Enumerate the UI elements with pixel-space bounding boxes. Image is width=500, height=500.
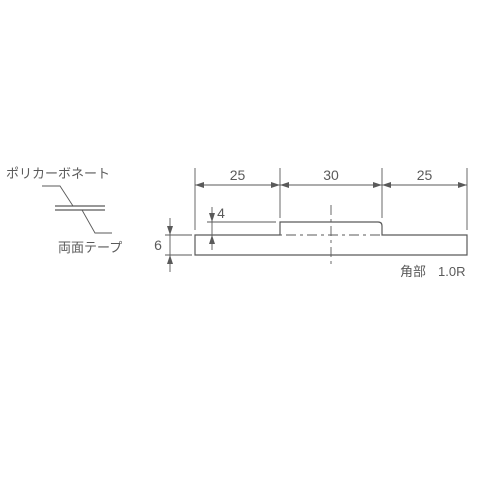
- arrowhead: [167, 255, 173, 264]
- legend-symbol: [42, 186, 112, 233]
- dim-seg1: 25: [230, 167, 246, 183]
- arrowhead: [382, 182, 391, 188]
- dim-seg2: 30: [323, 167, 339, 183]
- dim-step-height: 4: [217, 205, 225, 221]
- legend-leader-bottom: [82, 210, 112, 233]
- legend-label-top: ポリカーボネート: [6, 166, 110, 181]
- dim-thickness: 6: [154, 237, 162, 253]
- step-height-dim: 4: [207, 205, 276, 250]
- arrowhead: [458, 182, 467, 188]
- arrowhead: [195, 182, 204, 188]
- arrowhead: [280, 182, 289, 188]
- arrowhead: [209, 213, 215, 222]
- legend-leader-top: [42, 186, 73, 206]
- thickness-dim: 6: [154, 218, 192, 272]
- dim-seg3: 25: [417, 167, 433, 183]
- corner-note-prefix: 角部: [400, 264, 426, 279]
- technical-drawing: ポリカーボネート 両面テープ 25 30 25: [0, 0, 500, 500]
- arrowhead: [209, 235, 215, 244]
- arrowhead: [271, 182, 280, 188]
- corner-note-value: 1.0R: [438, 264, 465, 279]
- arrowhead: [373, 182, 382, 188]
- arrowhead: [167, 226, 173, 235]
- legend-label-bottom: 両面テープ: [58, 240, 122, 255]
- corner-note: 角部 1.0R: [400, 264, 465, 279]
